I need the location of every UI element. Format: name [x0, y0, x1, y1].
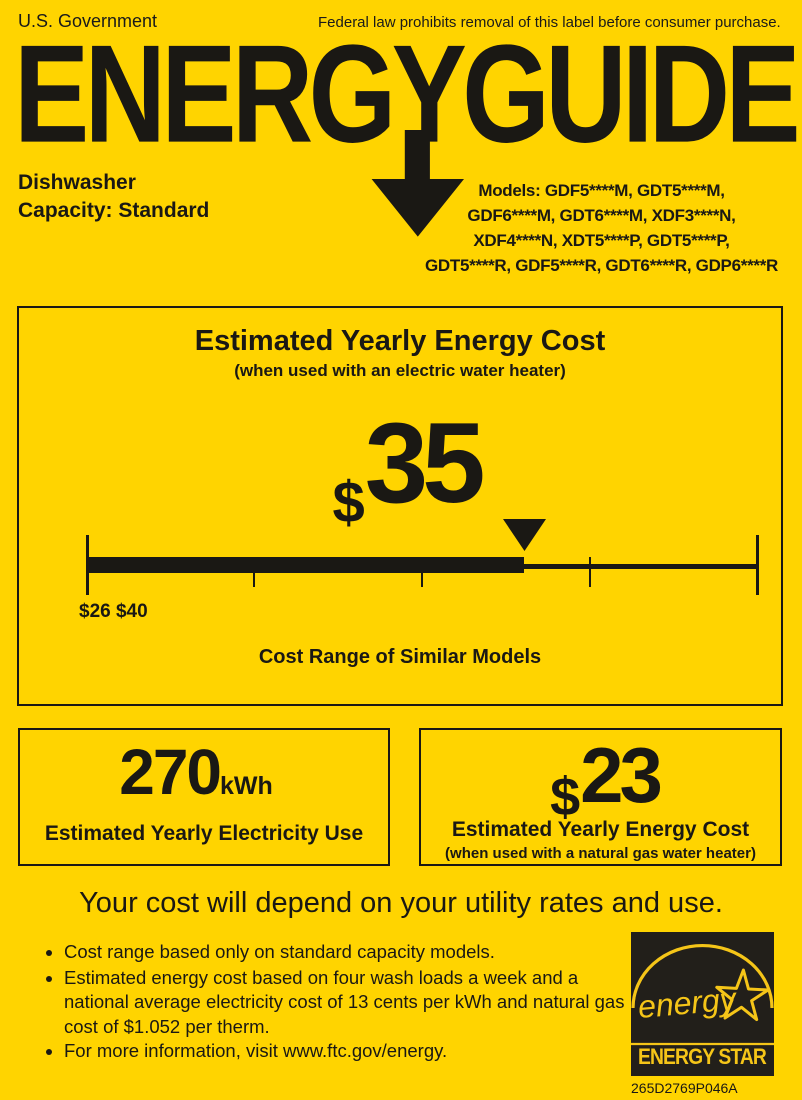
svg-text:ENERGY STAR: ENERGY STAR [638, 1044, 767, 1069]
